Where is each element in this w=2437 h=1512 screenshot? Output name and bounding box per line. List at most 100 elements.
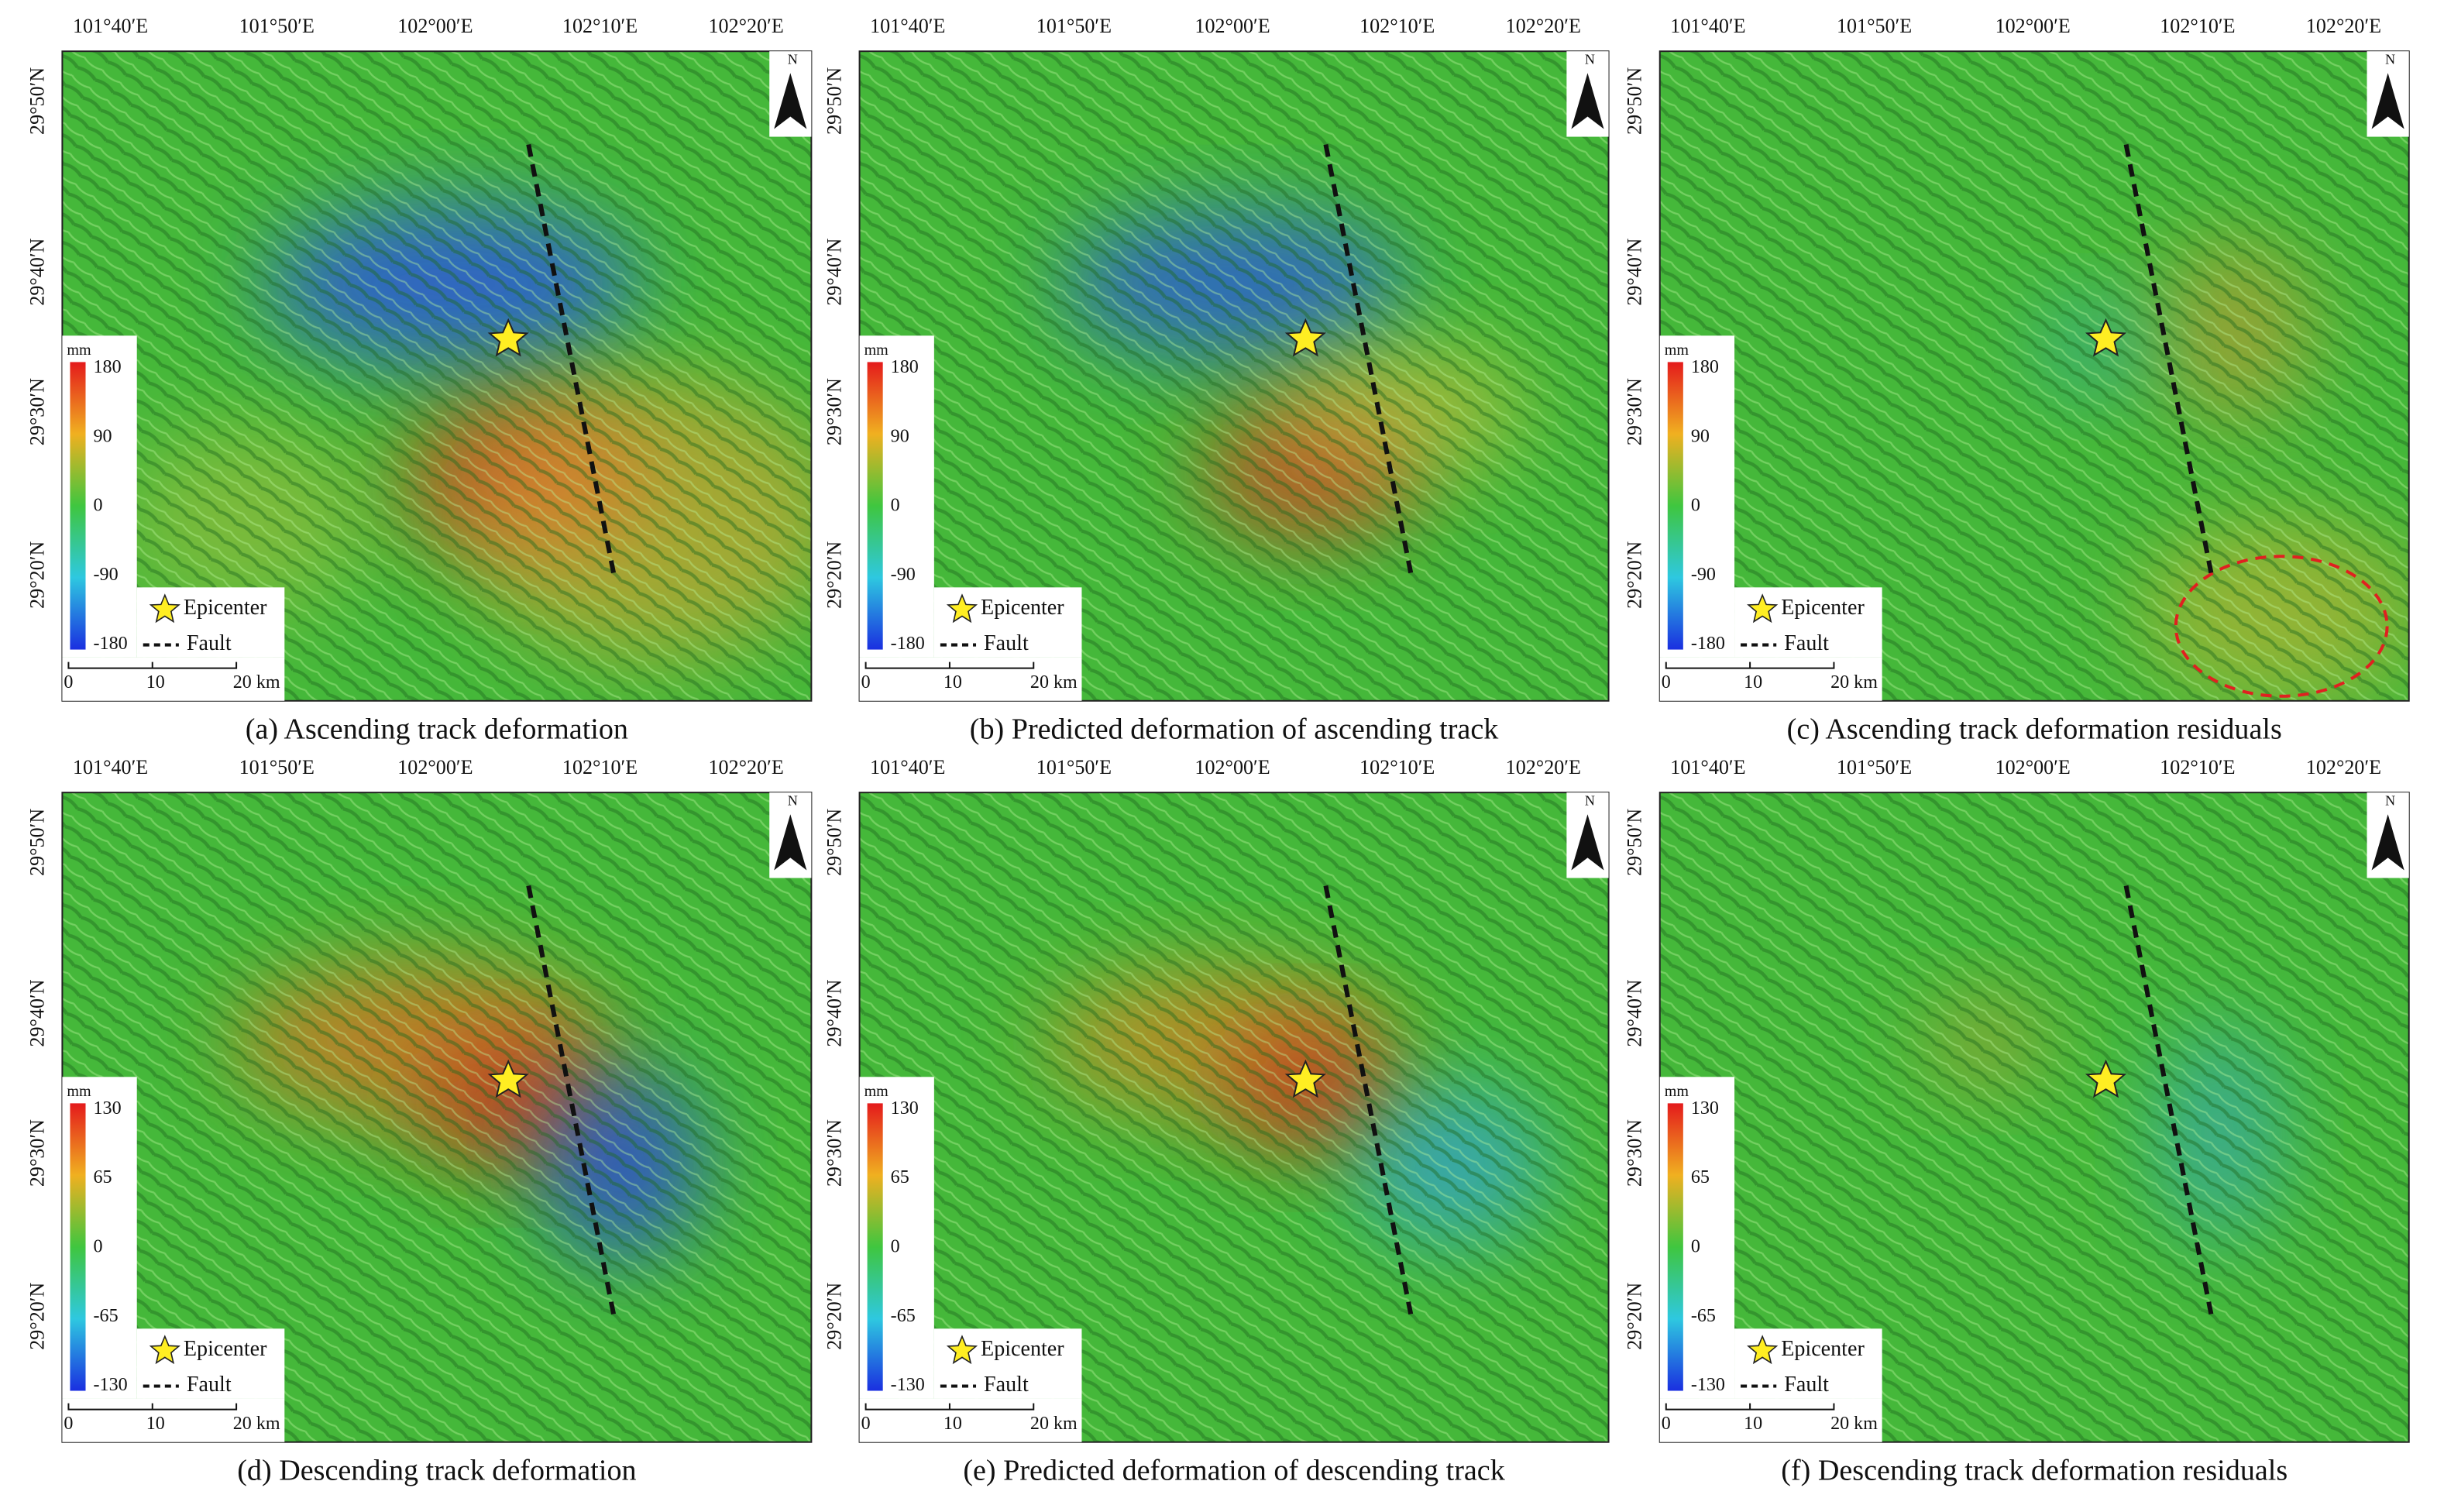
legend-box [933,1328,1082,1399]
scale-label: 10 [944,672,962,692]
scale-label: 20 km [1030,1414,1078,1434]
colorbar-tick-label: -180 [94,634,128,654]
longitude-label: 102°00′E [1995,15,2071,37]
colorbar-tick-label: -180 [891,634,925,654]
longitude-label: 101°40′E [870,15,945,37]
colorbar [867,1103,883,1391]
caption: (a) Ascending track deformation [246,713,628,746]
latitude-label: 29°30′N [26,378,48,445]
colorbar-tick-label: 180 [891,357,919,377]
scale-label: 0 [861,1414,871,1434]
colorbar-tick-label: 65 [1691,1167,1710,1187]
legend-star [1747,593,1779,624]
scale-label: 0 [861,672,871,692]
scale-label: 20 km [1830,672,1878,692]
colorbar-tick-label: 65 [94,1167,112,1187]
scale-box [62,657,285,701]
legend-box [136,587,285,658]
longitude-label: 102°00′E [1995,756,2071,778]
scale-label: 0 [1662,672,1671,692]
colorbar-tick-label: -65 [1691,1306,1716,1326]
legend-epicenter: Epicenter [184,596,267,620]
epicenter-star [1284,1059,1326,1098]
legend-epicenter: Epicenter [981,1337,1064,1361]
colorbar-unit: mm [864,1083,889,1100]
caption: (c) Ascending track deformation residual… [1787,713,2282,746]
latitude-label: 29°30′N [26,1119,48,1187]
colorbar [70,1103,86,1391]
colorbar [1667,362,1683,650]
longitude-label: 102°20′E [2306,756,2381,778]
legend-fault-label: Fault [1784,1373,1829,1397]
longitude-label: 102°10′E [2160,15,2235,37]
colorbar-tick-label: 90 [94,426,112,446]
longitude-label: 101°40′E [1670,15,1745,37]
legend-star [149,1335,180,1365]
colorbar-tick-label: -130 [1691,1375,1725,1395]
longitude-label: 102°10′E [1359,756,1435,778]
scale-bar [1665,662,1835,669]
latitude-label: 29°20′N [26,541,48,609]
colorbar-tick-label: -90 [1691,565,1716,585]
longitude-label: 102°20′E [708,15,783,37]
north-arrow [1571,73,1604,129]
colorbar-tick-label: -130 [891,1375,925,1395]
colorbar-tick-label: 130 [891,1098,919,1119]
colorbar-tick-label: -65 [891,1306,916,1326]
north-label: N [2385,51,2395,67]
latitude-label: 29°50′N [26,809,48,876]
scale-box [62,1398,285,1442]
longitude-label: 101°40′E [1670,756,1745,778]
north-label: N [788,51,798,67]
scale-label: 0 [64,672,73,692]
longitude-label: 102°20′E [1506,15,1581,37]
colorbar-tick-label: 130 [94,1098,122,1119]
latitude-label: 29°50′N [823,67,845,135]
longitude-label: 102°00′E [1194,756,1270,778]
scale-label: 10 [1744,672,1762,692]
caption: (f) Descending track deformation residua… [1781,1455,2287,1487]
colorbar-unit: mm [67,1083,91,1100]
colorbar-unit: mm [1665,1083,1689,1100]
latitude-label: 29°40′N [1624,238,1646,305]
scale-label: 0 [64,1414,73,1434]
epicenter-star [487,1059,529,1098]
latitude-label: 29°40′N [26,238,48,305]
longitude-label: 101°40′E [73,756,148,778]
colorbar-tick-label: -90 [94,565,119,585]
longitude-label: 101°40′E [870,756,945,778]
latitude-label: 29°40′N [1624,979,1646,1046]
longitude-label: 101°50′E [239,756,315,778]
north-label: N [1585,51,1595,67]
colorbar-tick-label: 180 [1691,357,1719,377]
longitude-label: 102°20′E [708,756,783,778]
longitude-label: 102°10′E [562,756,638,778]
colorbar-unit: mm [1665,342,1689,359]
scale-label: 10 [146,1414,165,1434]
latitude-label: 29°50′N [1624,809,1646,876]
longitude-label: 101°50′E [1036,756,1112,778]
legend-fault-label: Fault [187,631,232,655]
north-label: N [2385,792,2395,808]
latitude-label: 29°40′N [26,979,48,1046]
legend-star [946,1335,978,1365]
longitude-label: 102°10′E [562,15,638,37]
colorbar-unit: mm [67,342,91,359]
scale-bar [864,1403,1035,1411]
colorbar-tick-label: 90 [1691,426,1710,446]
longitude-label: 102°00′E [397,15,473,37]
latitude-label: 29°20′N [1624,541,1646,609]
scale-label: 20 km [233,1414,280,1434]
colorbar-tick-label: 0 [1691,1236,1700,1256]
longitude-label: 101°50′E [1036,15,1112,37]
longitude-label: 102°00′E [1194,15,1270,37]
residual-highlight [2174,555,2389,698]
epicenter-star [487,318,529,357]
map-layer [859,51,1609,701]
